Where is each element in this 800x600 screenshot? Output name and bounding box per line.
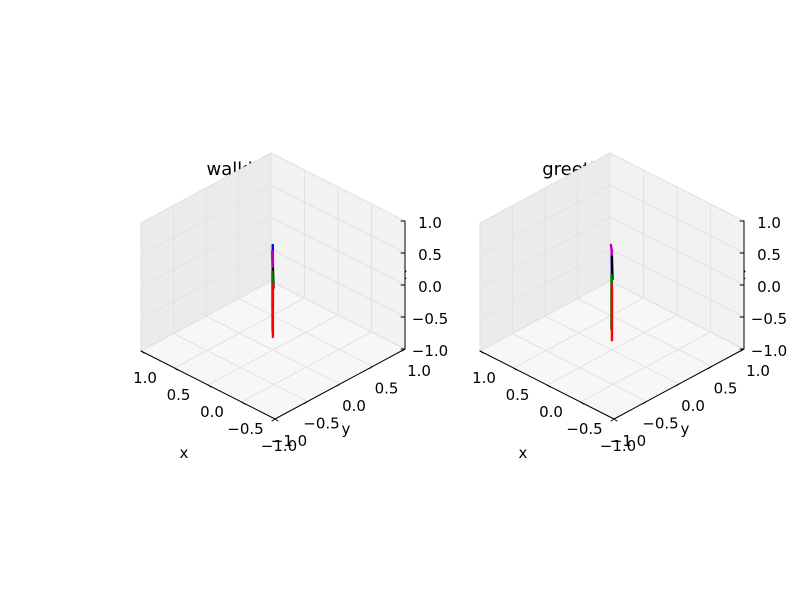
y-axis-label: y [342, 420, 351, 438]
gridline [544, 315, 680, 385]
gridline [238, 298, 373, 367]
x-tick-label: −0.5 [566, 420, 602, 438]
y-tick [336, 383, 341, 387]
gridline [479, 280, 611, 352]
z-tick-label: −1.0 [412, 342, 448, 360]
y-tick-label: 0.5 [375, 380, 399, 398]
gridline [513, 297, 644, 369]
z-tick-label: −0.5 [751, 310, 787, 328]
x-tick [241, 401, 245, 405]
gridline [479, 184, 611, 256]
gridline [174, 297, 305, 369]
x-tick-label: −1.0 [600, 437, 636, 455]
chart-greeting: greeting x y z −1.0−0.50.00.51.0−1.0−0.5… [472, 152, 787, 462]
x-tick [479, 350, 484, 354]
x-tick-label: 0.0 [539, 403, 563, 421]
y-tick-label: −1.0 [610, 432, 646, 450]
y-tick-label: 0.5 [714, 380, 738, 398]
x-tick [174, 367, 178, 371]
x-tick-label: 0.0 [200, 403, 224, 421]
y-tick [610, 418, 615, 422]
y-tick [304, 401, 308, 404]
x-tick [140, 350, 145, 354]
y-tick-label: 1.0 [746, 362, 770, 380]
x-tick [546, 384, 551, 388]
y-tick-label: 1.0 [407, 362, 431, 380]
gridline [479, 152, 611, 224]
y-tick-label: 0.0 [342, 397, 366, 415]
gridline [609, 184, 745, 254]
z-tick-label: 1.0 [418, 214, 442, 232]
x-axis-label: x [519, 444, 528, 462]
y-axis-label: y [681, 420, 690, 438]
gridline [140, 184, 272, 256]
x-tick [580, 401, 584, 405]
gridline [270, 216, 406, 286]
x-tick [207, 384, 212, 388]
z-tick-label: −1.0 [751, 342, 787, 360]
x-tick-label: −1.0 [261, 437, 297, 455]
gridline [270, 152, 406, 222]
x-tick-label: 0.5 [167, 386, 191, 404]
skeleton-segment [270, 249, 274, 268]
x-axis-label: x [180, 444, 189, 462]
y-tick [675, 383, 680, 387]
gridline [609, 152, 745, 222]
x-tick-label: 1.0 [472, 369, 496, 387]
x-tick-label: 0.5 [506, 386, 530, 404]
x-tick [274, 418, 279, 422]
y-tick-label: −0.5 [303, 415, 339, 433]
y-tick [643, 401, 647, 404]
z-tick-label: −0.5 [412, 310, 448, 328]
y-tick [271, 418, 276, 422]
skeleton-segment [609, 243, 614, 257]
z-tick-label: 0.0 [757, 278, 781, 296]
x-tick [613, 418, 618, 422]
x-tick-label: 1.0 [133, 369, 157, 387]
y-tick [708, 366, 712, 369]
x-tick [513, 367, 517, 371]
z-tick-label: 0.5 [418, 246, 442, 264]
x-tick-label: −0.5 [227, 420, 263, 438]
gridline [140, 152, 272, 224]
chart-walking: walking x y z −1.0−0.50.00.51.0−1.0−0.50… [133, 152, 448, 462]
gridline [205, 315, 341, 385]
gridline [479, 216, 611, 288]
gridline [577, 298, 712, 367]
z-tick-label: 1.0 [757, 214, 781, 232]
axes3d-walking: −1.0−0.50.00.51.0−1.0−0.50.00.51.0−1.0−0… [133, 152, 448, 455]
gridline [140, 280, 272, 352]
gridline [609, 216, 745, 286]
y-tick-label: −0.5 [642, 415, 678, 433]
gridline [270, 184, 406, 254]
z-tick-label: 0.5 [757, 246, 781, 264]
z-tick-label: 0.0 [418, 278, 442, 296]
gridline [609, 280, 745, 350]
gridline [140, 216, 272, 288]
y-tick-label: −1.0 [271, 432, 307, 450]
y-tick-label: 0.0 [681, 397, 705, 415]
y-tick [369, 366, 373, 369]
gridline [270, 280, 406, 350]
axes3d-greeting: −1.0−0.50.00.51.0−1.0−0.50.00.51.0−1.0−0… [472, 152, 787, 455]
